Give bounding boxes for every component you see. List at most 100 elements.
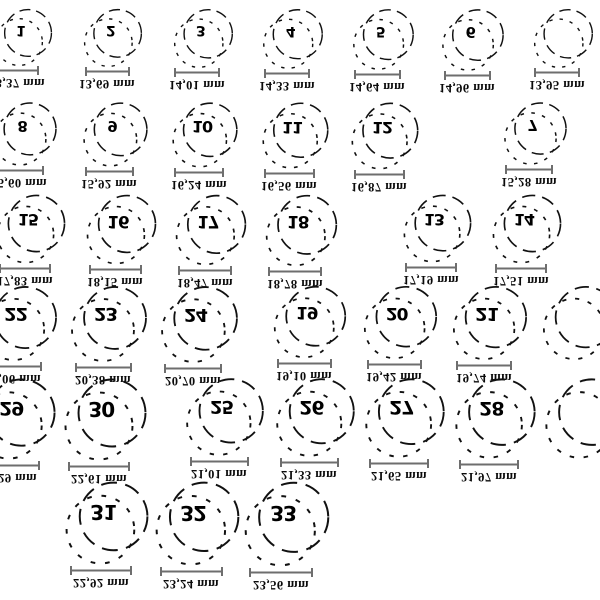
ring-size-item: 25 21,01 mm xyxy=(180,373,270,481)
ring-circle-icon xyxy=(83,8,143,68)
ring-circle-icon xyxy=(544,378,600,459)
ring-size-item: 6 14,96 mm xyxy=(428,5,518,95)
ring-size-item: 21 19,74 mm xyxy=(445,281,535,385)
ring-size-number: 27 xyxy=(389,396,414,419)
size-row: 22 20,06 mm 23 20,38 mm 24 20,70 mm xyxy=(0,281,600,388)
ring-size-item: 5 14,64 mm xyxy=(338,5,428,94)
ring-size-number: 33 xyxy=(270,500,297,525)
diameter-dimension-line xyxy=(74,363,132,372)
ring-circle-icon xyxy=(160,286,238,363)
ring-size-item: 30 22,61 mm xyxy=(60,373,150,486)
ring-size-number: 8 xyxy=(17,116,27,135)
ring-size-item: 23 20,38 mm xyxy=(64,281,154,387)
diameter-dimension-line xyxy=(84,167,134,176)
diameter-dimension-line xyxy=(249,568,313,577)
ring-circle-icon xyxy=(155,481,239,566)
diameter-label: 13,69 mm xyxy=(78,77,136,91)
diameter-dimension-line xyxy=(276,359,332,368)
ring-circle-icon xyxy=(244,481,330,567)
ring-size-item: 22 20,06 mm xyxy=(0,281,64,386)
diameter-dimension-line xyxy=(189,457,249,466)
ring-size-item xyxy=(535,281,600,365)
ring-size-item: 24 20,70 mm xyxy=(154,281,244,388)
diameter-label: 15,28 mm xyxy=(500,175,558,189)
diameter-dimension-line xyxy=(88,265,142,274)
ring-size-item: 13,95 mm xyxy=(518,5,600,92)
ring-circle-icon xyxy=(0,102,57,166)
ring-size-item: 12 16,87 mm xyxy=(340,98,430,194)
ring-size-number: 28 xyxy=(479,396,504,419)
ring-size-item: 3 14,01 mm xyxy=(158,5,248,92)
ring-size-number: 19 xyxy=(295,302,318,323)
ring-size-item: 8 15,60 mm xyxy=(0,98,70,190)
ring-circle-icon xyxy=(442,9,504,71)
ring-size-item: 27 21,65 mm xyxy=(360,373,450,483)
ring-size-item: 15 17,83 mm xyxy=(0,190,76,288)
diameter-dimension-line xyxy=(0,461,40,470)
diameter-dimension-line xyxy=(268,267,322,276)
diameter-dimension-line xyxy=(353,170,405,179)
diameter-dimension-line xyxy=(353,70,401,79)
ring-circle-icon xyxy=(543,286,600,360)
diameter-label: 14,64 mm xyxy=(348,80,406,94)
ring-circle-icon xyxy=(0,8,52,67)
diameter-label: 13,95 mm xyxy=(528,78,586,92)
ring-size-number: 31 xyxy=(90,500,117,525)
diameter-label: 14,01 mm xyxy=(168,78,226,92)
diameter-dimension-line xyxy=(279,458,339,467)
ring-size-number: 15 xyxy=(17,210,38,230)
ring-size-number: 4 xyxy=(285,22,295,39)
ring-size-item: 28 21,97 mm xyxy=(450,373,540,484)
ring-size-number: 5 xyxy=(375,22,385,39)
ring-size-number: 17 xyxy=(196,210,219,231)
size-row: 15 17,83 mm 16 18,15 mm 17 18,47 mm xyxy=(0,190,600,291)
ring-size-number: 25 xyxy=(209,395,233,417)
ring-circle-icon xyxy=(503,102,567,165)
ring-circle-icon xyxy=(273,285,347,359)
diameter-label: 15,92 mm xyxy=(80,177,138,191)
ring-size-number: 23 xyxy=(94,303,118,325)
size-row: 8 15,60 mm 9 15,92 mm 10 16,24 mm xyxy=(0,98,600,194)
ring-size-item: 10 16,24 mm xyxy=(160,98,250,192)
ring-size-item: 20 19,42 mm xyxy=(355,281,445,384)
ring-circle-icon xyxy=(172,102,238,168)
ring-size-number: 24 xyxy=(183,303,208,325)
ring-size-number: 16 xyxy=(106,210,129,231)
ring-circle-icon xyxy=(263,9,323,69)
ring-size-item: 18 18,78 mm xyxy=(256,190,346,291)
ring-circle-icon xyxy=(0,378,56,460)
ring-circle-icon xyxy=(186,378,264,456)
ring-circle-icon xyxy=(365,378,445,458)
ring-size-item: 2 13,69 mm xyxy=(68,5,158,91)
ring-size-item: 29 22,29 mm xyxy=(0,373,60,485)
diameter-dimension-line xyxy=(534,68,580,77)
ring-size-number: 11 xyxy=(281,117,303,137)
diameter-label: 22,29 mm xyxy=(0,471,38,485)
ring-size-number: 7 xyxy=(527,116,537,135)
diameter-dimension-line xyxy=(84,67,130,76)
ring-size-item xyxy=(540,373,600,464)
diameter-label: 22,92 mm xyxy=(72,576,130,590)
ring-size-number: 30 xyxy=(88,397,115,422)
ring-size-number: 22 xyxy=(4,303,28,325)
ring-size-number: 18 xyxy=(286,211,309,232)
ring-size-number: 26 xyxy=(299,396,324,419)
diameter-dimension-line xyxy=(159,567,223,576)
diameter-dimension-line xyxy=(405,263,457,272)
ring-circle-icon xyxy=(71,286,147,362)
diameter-dimension-line xyxy=(164,364,222,373)
diameter-dimension-line xyxy=(174,168,224,177)
ring-circle-icon xyxy=(265,194,337,267)
diameter-dimension-line xyxy=(459,460,519,469)
diameter-label: 13,37 mm xyxy=(0,76,46,90)
ring-size-number: 21 xyxy=(475,302,499,324)
diameter-dimension-line xyxy=(70,566,132,575)
diameter-label: 23,24 mm xyxy=(162,577,220,591)
diameter-dimension-line xyxy=(505,165,553,174)
ring-size-item: 26 21,33 mm xyxy=(270,373,360,482)
diameter-label: 23,56 mm xyxy=(252,578,310,592)
ring-size-number: 3 xyxy=(195,22,205,39)
ring-circle-icon xyxy=(351,102,419,170)
ring-circle-icon xyxy=(261,102,329,169)
